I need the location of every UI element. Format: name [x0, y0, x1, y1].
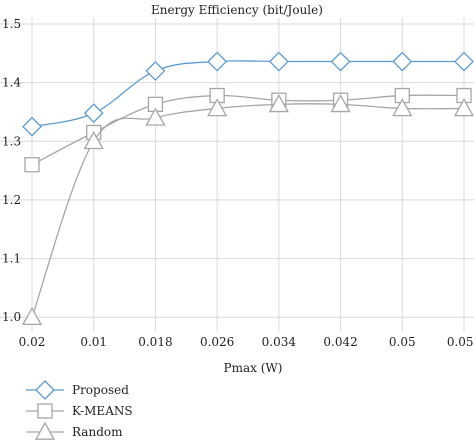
- data-point-proposed: [22, 116, 42, 137]
- y-tick-label: 1.1: [2, 252, 21, 266]
- legend-item-random: Random: [26, 421, 123, 440]
- x-tick-label: 0.026: [200, 335, 234, 349]
- data-point-random: [453, 98, 474, 117]
- y-axis-ticks: 1.0 1.1 1.2 1.3 1.4 1.5: [2, 17, 21, 324]
- data-point-random: [145, 107, 166, 126]
- legend-label: K-MEANS: [72, 404, 133, 418]
- legend-label: Proposed: [72, 383, 129, 397]
- data-point-random: [330, 93, 351, 113]
- data-point-proposed: [83, 103, 104, 124]
- series-group: [21, 51, 474, 326]
- x-tick-label: 0.01: [80, 335, 107, 349]
- y-tick-label: 1.4: [2, 76, 21, 90]
- data-point-proposed: [268, 51, 289, 72]
- x-tick-label: 0.042: [323, 335, 357, 349]
- series-k-means: [24, 87, 472, 173]
- data-point-random: [21, 306, 43, 326]
- legend-item-k-means: K-MEANS: [26, 403, 133, 419]
- y-axis-title: Energy Efficiency (bit/Joule): [151, 3, 323, 17]
- x-tick-label: 0.034: [262, 335, 297, 349]
- x-tick-label: 0.058: [447, 335, 474, 349]
- data-point-k-means: [24, 157, 40, 173]
- x-axis-ticks: 0.02 0.01 0.018 0.026 0.034 0.042 0.05 0.058: [19, 335, 474, 349]
- data-point-proposed: [454, 51, 474, 72]
- data-point-proposed: [207, 51, 228, 72]
- legend-marker: [37, 403, 53, 419]
- data-point-proposed: [330, 51, 351, 72]
- y-tick-label: 1.3: [2, 134, 21, 148]
- x-tick-label: 0.018: [138, 335, 172, 349]
- y-tick-label: 1.0: [2, 310, 21, 324]
- y-tick-label: 1.2: [2, 193, 21, 207]
- series-random: [21, 93, 474, 326]
- legend-marker: [34, 421, 56, 440]
- y-tick-label: 1.5: [2, 17, 21, 31]
- series-line-random: [31, 103, 465, 318]
- data-point-proposed: [392, 51, 413, 72]
- x-tick-label: 0.05: [389, 335, 416, 349]
- legend-label: Random: [72, 425, 123, 439]
- legend-marker: [35, 380, 55, 400]
- data-point-random: [207, 98, 228, 117]
- x-axis-title: Pmax (W): [224, 361, 283, 375]
- series-proposed: [22, 51, 474, 137]
- x-tick-label: 0.02: [19, 335, 46, 349]
- data-point-proposed: [145, 60, 166, 81]
- data-point-random: [83, 130, 104, 150]
- data-point-random: [392, 98, 413, 117]
- legend-item-proposed: Proposed: [26, 380, 129, 400]
- legend: Proposed K-MEANS Random: [26, 380, 133, 440]
- data-point-random: [268, 93, 289, 113]
